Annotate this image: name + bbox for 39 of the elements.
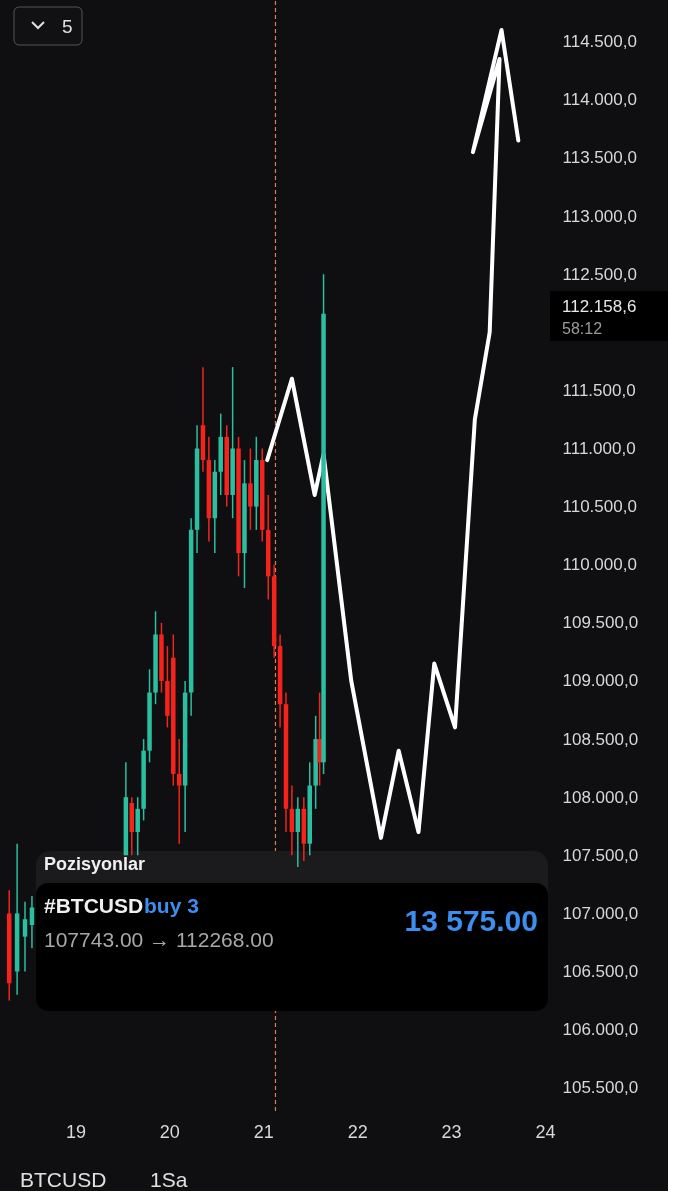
- y-tick-label: 110.000,0: [562, 555, 637, 575]
- candlestick: [176, 738, 182, 845]
- text: 1Sa: [150, 1168, 188, 1191]
- annotation: 13 575.00: [404, 904, 538, 937]
- y-tick-label: 107.000,0: [562, 903, 639, 923]
- candlestick: [22, 901, 28, 973]
- y-tick-label: 109.000,0: [562, 671, 639, 691]
- x-tick-label: 20: [159, 1121, 180, 1142]
- text: 58:12: [562, 320, 603, 337]
- y-tick-label: 112.500,0: [562, 264, 637, 284]
- y-tick-label: 111.500,0: [562, 380, 636, 400]
- annotation: buy 3: [144, 894, 199, 917]
- annotation: 5: [62, 16, 73, 37]
- annotation: Pozisyonlar: [44, 854, 146, 874]
- x-tick-label: 24: [535, 1121, 556, 1142]
- y-tick-label: 113.500,0: [562, 148, 637, 168]
- x-tick-label: 22: [347, 1121, 368, 1142]
- y-tick-label: 106.500,0: [562, 962, 639, 982]
- candlestick: [248, 447, 253, 531]
- y-tick-label: 113.000,0: [562, 206, 637, 226]
- y-tick-label: 109.500,0: [562, 613, 639, 633]
- annotation: #BTCUSD: [44, 894, 144, 917]
- x-tick-label: 21: [253, 1121, 274, 1142]
- text: 112.158,6: [562, 297, 637, 316]
- x-tick-label: 19: [65, 1121, 86, 1142]
- y-tick-label: 114.000,0: [562, 90, 637, 110]
- line-series: [265, 28, 521, 840]
- annotation: 107743.00 → 112268.00: [44, 928, 274, 951]
- y-tick-label: 108.000,0: [562, 787, 639, 807]
- y-tick-label: 106.000,0: [562, 1020, 639, 1040]
- y-tick-label: 107.500,0: [562, 845, 639, 865]
- y-tick-label: 108.500,0: [562, 729, 639, 749]
- y-tick-label: 105.500,0: [562, 1078, 639, 1098]
- candlestick: [135, 796, 140, 857]
- x-tick-label: 23: [441, 1121, 462, 1142]
- y-tick-label: 114.500,0: [562, 32, 637, 52]
- text: BTCUSD: [20, 1168, 107, 1191]
- y-tick-label: 110.500,0: [562, 497, 637, 517]
- y-tick-label: 111.000,0: [562, 438, 636, 458]
